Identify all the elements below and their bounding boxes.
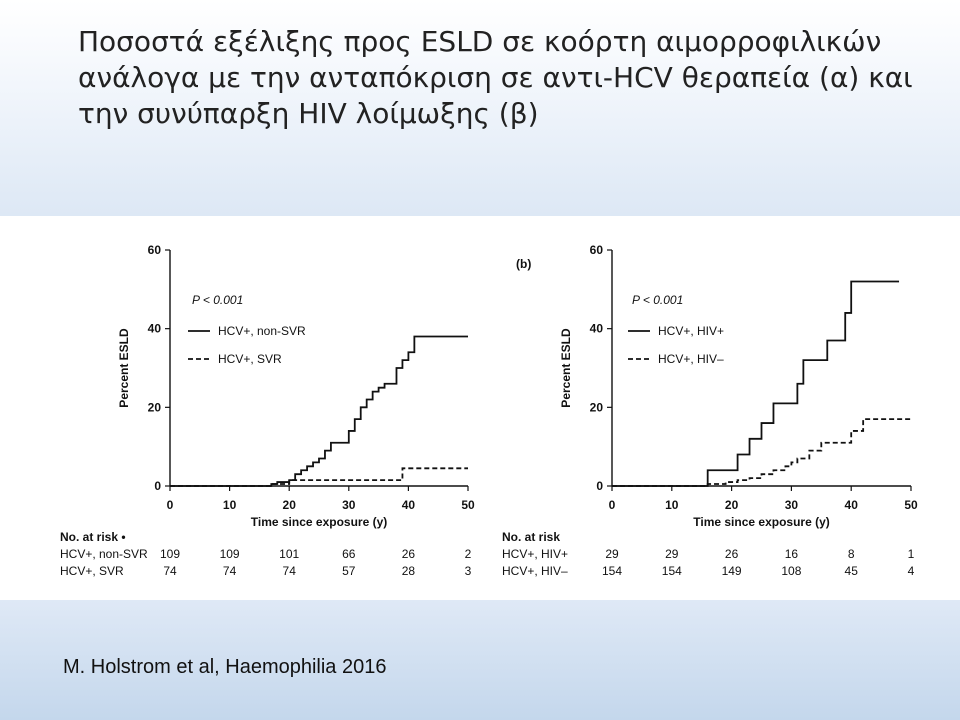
chart1-x-axis-label: Time since exposure (y) — [251, 515, 388, 529]
chart2-risk-value: 16 — [785, 547, 799, 561]
chart2-y-tick-label: 60 — [590, 243, 604, 257]
chart2-risk-row-label: HCV+, HIV+ — [502, 547, 568, 561]
chart2-risk-value: 45 — [845, 564, 859, 578]
chart1-risk-value: 109 — [220, 547, 240, 561]
chart1-risk-value: 74 — [223, 564, 237, 578]
chart1-y-tick-label: 40 — [148, 322, 162, 336]
figure-panel: 0 20 40 60 0 10 20 30 40 50 Time since exposure (y… — [0, 216, 960, 600]
chart1-risk-value: 3 — [465, 564, 472, 578]
chart1-risk-value: 28 — [402, 564, 416, 578]
chart2-risk-value: 1 — [908, 547, 915, 561]
chart2-x-tick-label: 30 — [785, 498, 799, 512]
chart1-x-tick-label: 20 — [283, 498, 297, 512]
chart2-x-tick-label: 20 — [725, 498, 739, 512]
chart2-y-tick-label: 40 — [590, 322, 604, 336]
chart1-risk-value: 74 — [283, 564, 297, 578]
chart2-y-tick-label: 20 — [590, 400, 604, 414]
chart1-series-line-2 — [170, 467, 468, 487]
chart1-y-tick-label: 20 — [148, 400, 162, 414]
chart2-risk-value: 149 — [722, 564, 742, 578]
chart1-legend-label-1: HCV+, non-SVR — [218, 324, 306, 338]
chart1-risk-value: 2 — [465, 547, 472, 561]
chart2-risk-value: 4 — [908, 564, 915, 578]
chart2-x-tick-label: 50 — [904, 498, 918, 512]
chart2-risk-value: 29 — [665, 547, 679, 561]
chart2-x-tick-label: 0 — [609, 498, 616, 512]
chart1-y-tick-label: 60 — [148, 243, 162, 257]
chart2-risk-value: 29 — [605, 547, 619, 561]
chart2-x-axis-label: Time since exposure (y) — [693, 515, 830, 529]
chart2-risk-value: 108 — [781, 564, 801, 578]
chart2-risk-header: No. at risk — [502, 530, 560, 544]
chart1-risk-header: No. at risk • — [60, 530, 126, 544]
chart2-legend-label-2: HCV+, HIV– — [658, 352, 724, 366]
chart1-x-tick-label: 40 — [402, 498, 416, 512]
chart2-y-axis-label: Percent ESLD — [559, 328, 573, 408]
chart1-x-tick-label: 30 — [342, 498, 356, 512]
chart1-x-tick-label: 0 — [167, 498, 174, 512]
chart1-risk-row-label: HCV+, non-SVR — [60, 547, 148, 561]
chart2-series-line-1 — [612, 280, 900, 487]
slide-title: Ποσοστά εξέλιξης προς ESLD σε κοόρτη αιμ… — [78, 25, 913, 130]
chart1-risk-value: 109 — [160, 547, 180, 561]
chart2-risk-row-label: HCV+, HIV– — [502, 564, 568, 578]
chart2-risk-value: 154 — [662, 564, 682, 578]
chart2-series-line-2 — [612, 418, 911, 487]
chart1-risk-value: 26 — [402, 547, 416, 561]
chart2-panel-label: (b) — [516, 257, 531, 271]
chart2-risk-value: 154 — [602, 564, 622, 578]
chart1-risk-value: 57 — [342, 564, 356, 578]
chart2-risk-value: 8 — [848, 547, 855, 561]
chart1-risk-value: 101 — [279, 547, 299, 561]
chart1-y-tick-label: 0 — [154, 479, 161, 493]
chart1-p-value: P < 0.001 — [192, 293, 243, 307]
chart2-y-tick-label: 0 — [596, 479, 603, 493]
chart1-y-axis-label: Percent ESLD — [117, 328, 131, 408]
chart2-risk-value: 26 — [725, 547, 739, 561]
chart1-x-tick-label: 10 — [223, 498, 237, 512]
chart2-x-tick-label: 10 — [665, 498, 679, 512]
chart1-series-line-1 — [170, 335, 468, 487]
citation: M. Holstrom et al, Haemophilia 2016 — [63, 656, 387, 678]
chart2-x-tick-label: 40 — [845, 498, 859, 512]
chart1-risk-value: 66 — [342, 547, 356, 561]
chart2-legend-label-1: HCV+, HIV+ — [658, 324, 724, 338]
chart1-risk-value: 74 — [163, 564, 177, 578]
chart1-risk-row-label: HCV+, SVR — [60, 564, 124, 578]
chart2-p-value: P < 0.001 — [632, 293, 683, 307]
chart1-x-tick-label: 50 — [461, 498, 475, 512]
chart1-legend-label-2: HCV+, SVR — [218, 352, 282, 366]
